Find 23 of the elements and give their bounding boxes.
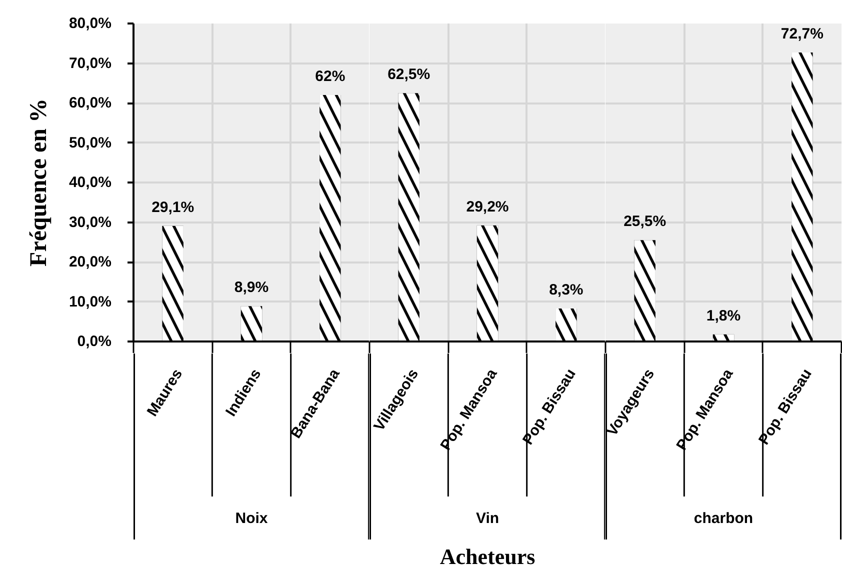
data-label: 29,1% [152, 198, 194, 216]
y-tick-label: 40,0% [68, 174, 112, 191]
y-tick-label: 80,0% [68, 15, 112, 32]
data-label: 62% [315, 68, 346, 86]
text: Acheteurs [440, 544, 536, 569]
data-label: 8,9% [234, 279, 269, 296]
y-axis-title: Fréquence en % [26, 98, 52, 266]
y-tick-label: 30,0% [68, 214, 112, 231]
data-label: 25,5% [624, 213, 666, 230]
x-axis-title: Noix [235, 510, 268, 527]
data-label: 1,8% [706, 307, 741, 324]
data-label: 8,3% [549, 282, 584, 299]
y-tick-label: 50,0% [68, 134, 112, 152]
y-tick-label: 60,0% [68, 94, 112, 112]
x-axis-title: charbon [694, 510, 754, 527]
y-tick-label: 70,0% [68, 54, 112, 72]
data-label: 72,7% [780, 26, 824, 43]
data-label: 29,2% [466, 198, 509, 216]
data-label: 62,5% [388, 66, 430, 84]
y-tick-label: 20,0% [68, 254, 112, 270]
y-tick-label: 10,0% [68, 293, 112, 310]
y-tick-label: 0,0% [77, 333, 112, 350]
x-axis-title: Vin [476, 510, 500, 527]
